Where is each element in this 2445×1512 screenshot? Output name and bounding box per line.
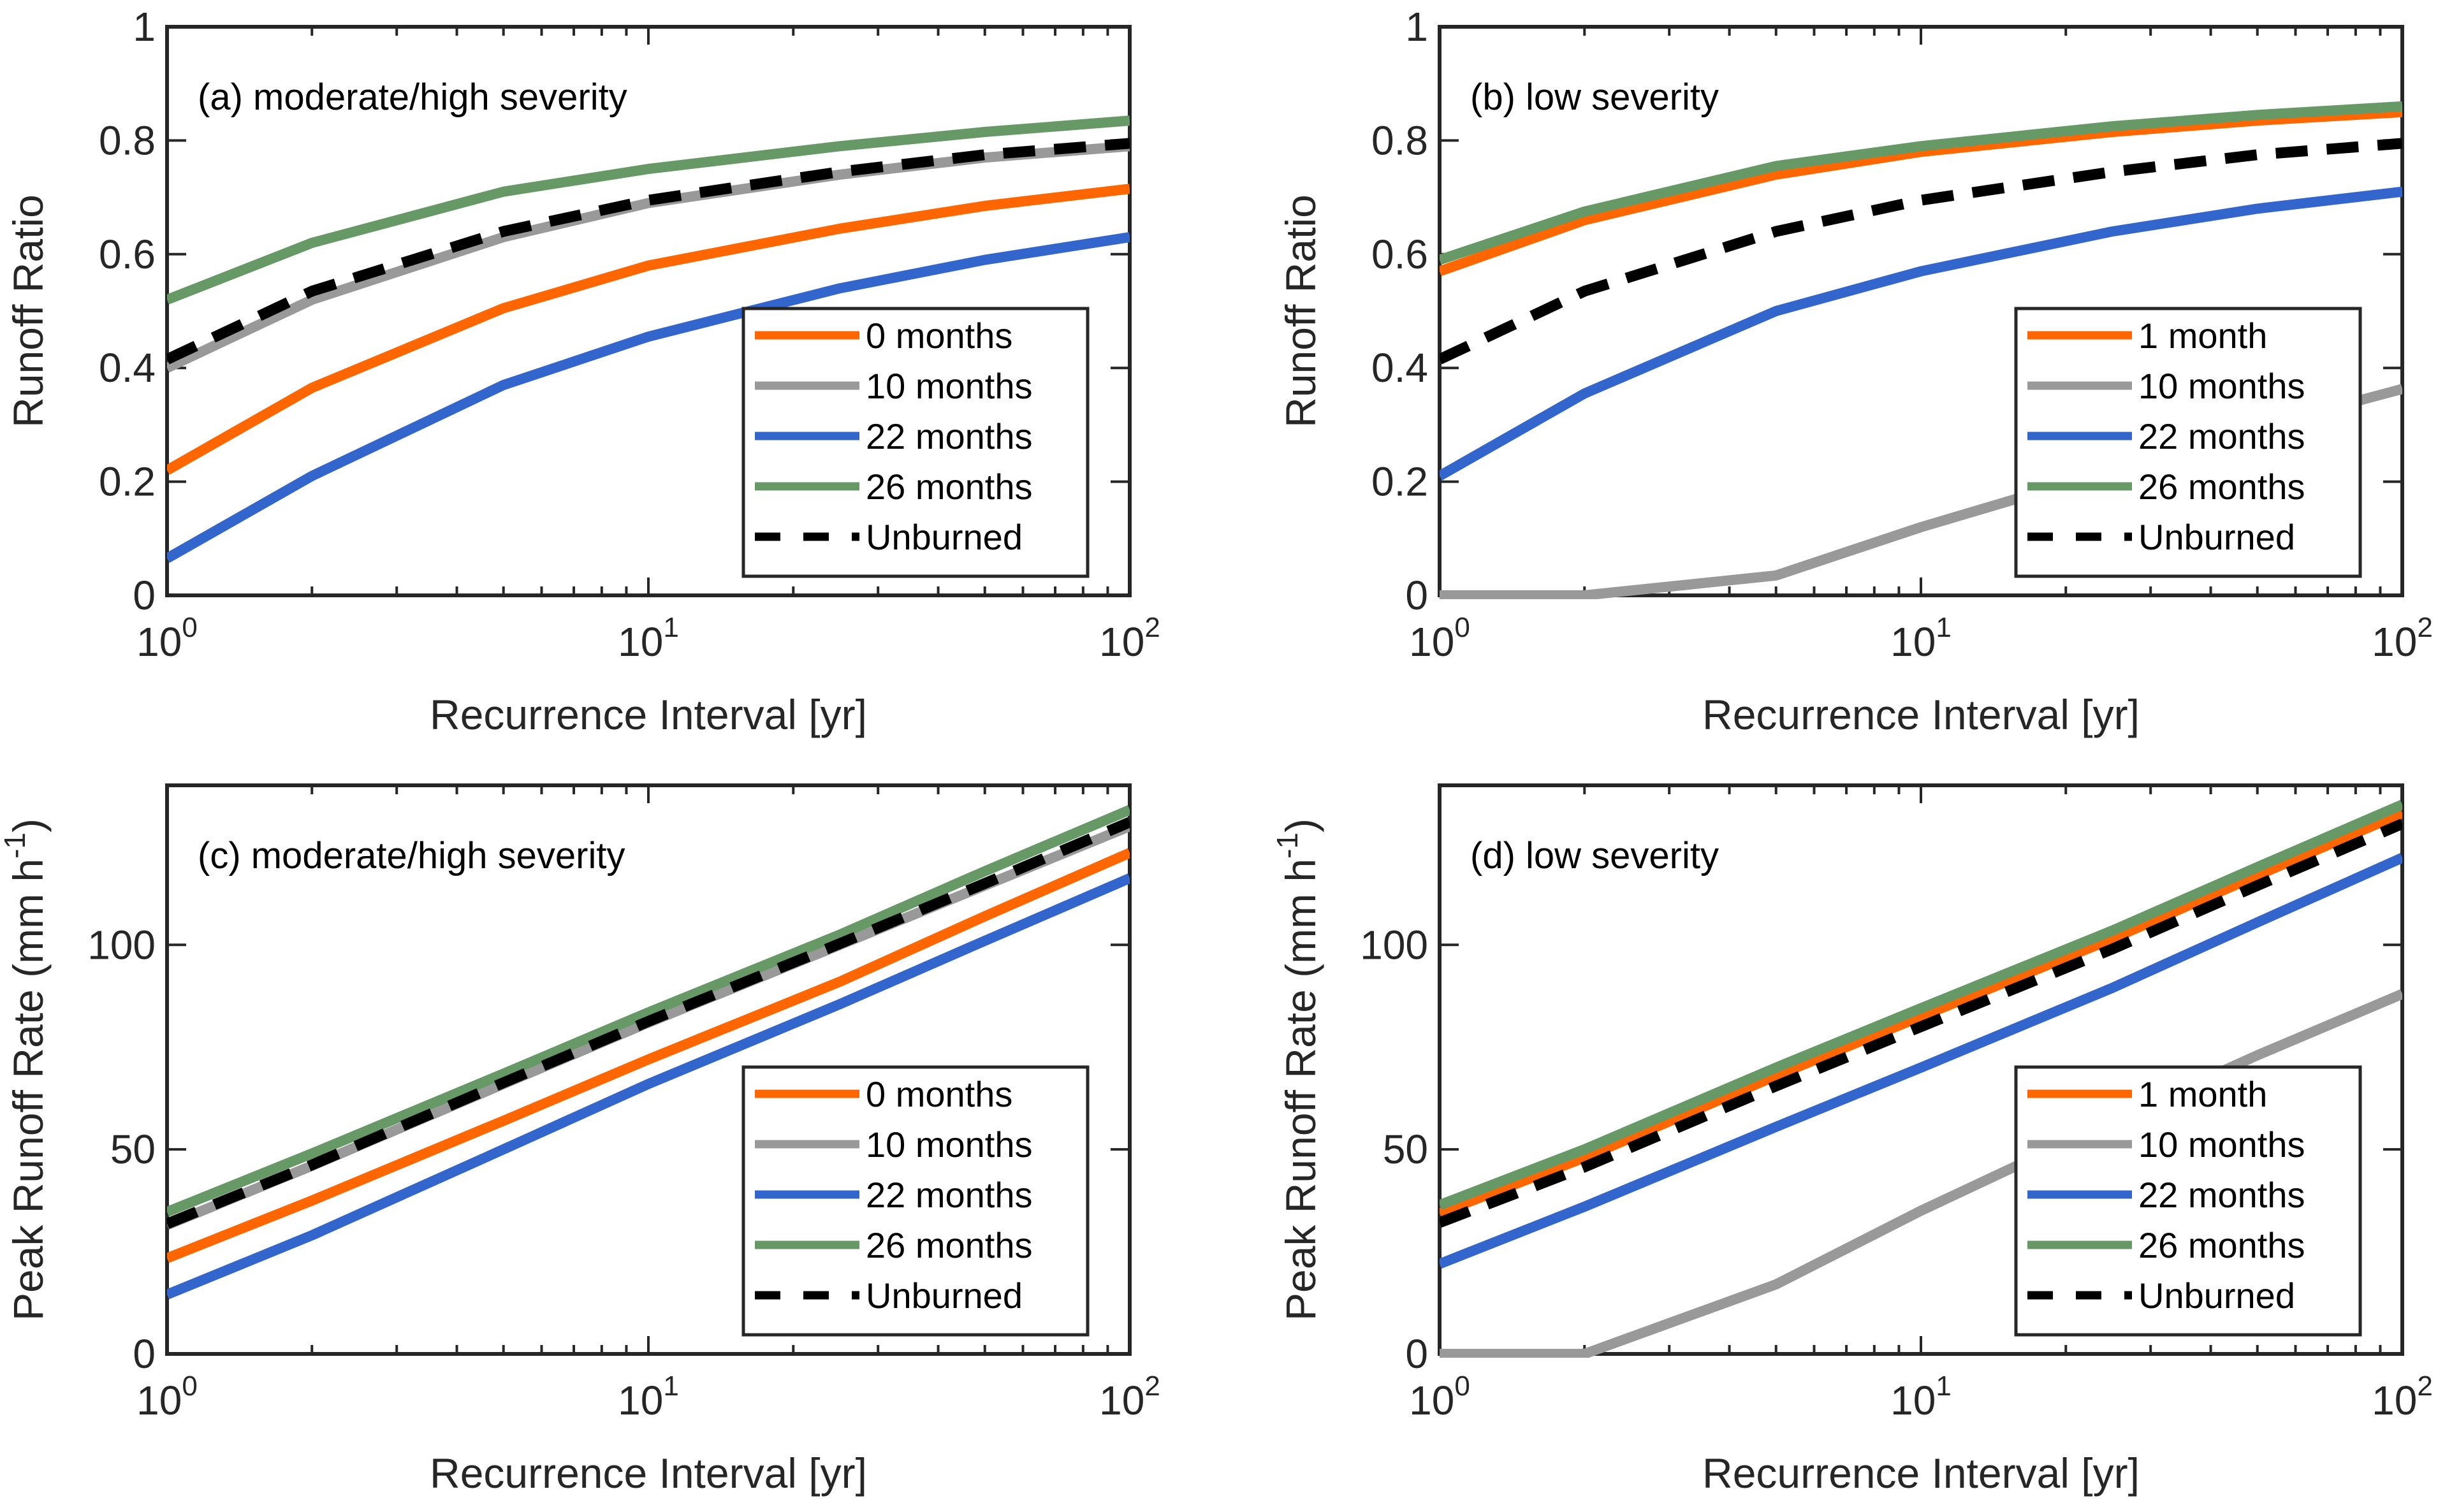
series-line-26-months bbox=[1440, 101, 2402, 265]
series-line-26-months bbox=[167, 805, 1130, 1217]
y-tick-label: 50 bbox=[1383, 1126, 1428, 1172]
series-line-1-month bbox=[1440, 808, 2402, 1218]
x-axis-label: Recurrence Interval [yr] bbox=[1702, 1450, 2140, 1497]
x-axis-label: Recurrence Interval [yr] bbox=[1702, 691, 2140, 738]
series-line-0-months bbox=[167, 848, 1130, 1263]
y-axis-label: Runoff Ratio bbox=[1277, 194, 1324, 428]
y-tick-label: 0.4 bbox=[1371, 345, 1428, 391]
x-tick-label: 102 bbox=[2372, 612, 2433, 665]
legend-box bbox=[741, 1065, 1090, 1337]
y-tick-label: 50 bbox=[110, 1126, 156, 1172]
y-tick-label: 0.6 bbox=[99, 231, 156, 277]
panel-title: (b) low severity bbox=[1470, 76, 1719, 118]
x-tick-label: 101 bbox=[618, 612, 679, 665]
legend-label: 26 months bbox=[866, 1225, 1033, 1265]
series-line-26-months bbox=[1440, 799, 2402, 1210]
y-tick-label: 1 bbox=[133, 4, 156, 50]
y-tick-label: 0 bbox=[133, 1331, 156, 1377]
legend: 1 month 10 months 22 months 26 months Unburn… bbox=[2014, 307, 2362, 578]
x-tick-label: 102 bbox=[2372, 1370, 2433, 1423]
legend-label: 10 months bbox=[866, 366, 1033, 406]
legend-label: 0 months bbox=[866, 1074, 1012, 1114]
legend-label: Unburned bbox=[2138, 1276, 2295, 1316]
y-axis-label: Runoff Ratio bbox=[4, 194, 52, 428]
series-line-22-months bbox=[1440, 186, 2402, 481]
legend-box bbox=[2014, 1065, 2362, 1337]
y-tick-label: 0.8 bbox=[1371, 117, 1428, 163]
legend-label: 10 months bbox=[2138, 366, 2305, 406]
series-line-unburned bbox=[167, 138, 1130, 365]
legend-label: 22 months bbox=[2138, 416, 2305, 456]
y-tick-label: 0.2 bbox=[99, 459, 156, 505]
panel-title: (c) moderate/high severity bbox=[198, 835, 625, 876]
legend-label: Unburned bbox=[866, 517, 1023, 557]
legend-label: 22 months bbox=[866, 1175, 1033, 1215]
legend-label: 22 months bbox=[866, 416, 1033, 456]
x-tick-label: 102 bbox=[1099, 612, 1160, 665]
x-tick-label: 100 bbox=[136, 612, 198, 665]
legend-label: 1 month bbox=[2138, 316, 2267, 356]
y-axis-label: Peak Runoff Rate (mm h-1) bbox=[0, 818, 52, 1321]
legend: 1 month 10 months 22 months 26 months Unburn… bbox=[2014, 1065, 2362, 1337]
x-axis-label: Recurrence Interval [yr] bbox=[430, 691, 867, 738]
y-tick-label: 0.2 bbox=[1371, 459, 1428, 505]
y-tick-label: 0 bbox=[1405, 1331, 1428, 1377]
legend-label: 26 months bbox=[2138, 1225, 2305, 1265]
y-tick-label: 100 bbox=[87, 922, 156, 968]
series-line-unburned bbox=[1440, 138, 2402, 365]
series-line-1-month bbox=[1440, 106, 2402, 277]
x-axis-label: Recurrence Interval [yr] bbox=[430, 1450, 867, 1497]
series-line-26-months bbox=[167, 115, 1130, 305]
legend-box bbox=[741, 307, 1090, 578]
legend: 0 months 10 months 22 months 26 months Unbur… bbox=[741, 1065, 1090, 1337]
y-tick-label: 0.6 bbox=[1371, 231, 1428, 277]
x-tick-label: 101 bbox=[1890, 1370, 1952, 1423]
series-line-22-months bbox=[1440, 853, 2402, 1269]
legend-label: 22 months bbox=[2138, 1175, 2305, 1215]
x-tick-label: 101 bbox=[1890, 612, 1952, 665]
x-tick-label: 100 bbox=[136, 1370, 198, 1423]
series-line-0-months bbox=[167, 184, 1130, 475]
x-tick-label: 100 bbox=[1409, 1370, 1470, 1423]
y-tick-label: 0 bbox=[1405, 572, 1428, 618]
y-tick-label: 0 bbox=[133, 572, 156, 618]
legend-label: 10 months bbox=[2138, 1124, 2305, 1165]
series-line-unburned bbox=[167, 817, 1130, 1229]
series-line-22-months bbox=[167, 873, 1130, 1300]
panel-a: 100 101 102 0 0.2 0.4 0.6 0.8 1 Recurrence Interv… bbox=[4, 4, 1160, 738]
panel-title: (d) low severity bbox=[1470, 835, 1719, 876]
y-tick-label: 1 bbox=[1405, 4, 1428, 50]
series-line-10-months bbox=[167, 141, 1130, 373]
legend-label: 26 months bbox=[866, 467, 1033, 507]
panel-c: 100 101 102 0 50 100 Recurrence Interval [yr] P… bbox=[0, 783, 1160, 1497]
legend-label: Unburned bbox=[2138, 517, 2295, 557]
y-tick-label: 100 bbox=[1360, 922, 1428, 968]
x-tick-label: 102 bbox=[1099, 1370, 1160, 1423]
x-tick-label: 100 bbox=[1409, 612, 1470, 665]
series-line-unburned bbox=[1440, 818, 2402, 1228]
panel-d: 100 101 102 0 50 100 Recurrence Interval [yr] P… bbox=[1271, 783, 2433, 1497]
series-line-10-months bbox=[1440, 989, 2402, 1358]
panel-b: 100 101 102 0 0.2 0.4 0.6 0.8 1 Recurrence Interv… bbox=[1277, 4, 2433, 738]
legend-label: 10 months bbox=[866, 1124, 1033, 1165]
series-line-22-months bbox=[167, 232, 1130, 563]
y-tick-label: 0.4 bbox=[99, 345, 156, 391]
y-axis-label: Peak Runoff Rate (mm h-1) bbox=[1271, 818, 1324, 1321]
x-tick-label: 101 bbox=[618, 1370, 679, 1423]
legend-label: 26 months bbox=[2138, 467, 2305, 507]
legend-label: 0 months bbox=[866, 316, 1012, 356]
y-tick-label: 0.8 bbox=[99, 117, 156, 163]
legend-label: 1 month bbox=[2138, 1074, 2267, 1114]
legend-box bbox=[2014, 307, 2362, 578]
legend: 0 months 10 months 22 months 26 months Unbur… bbox=[741, 307, 1090, 578]
panel-title: (a) moderate/high severity bbox=[198, 76, 627, 118]
legend-label: Unburned bbox=[866, 1276, 1023, 1316]
